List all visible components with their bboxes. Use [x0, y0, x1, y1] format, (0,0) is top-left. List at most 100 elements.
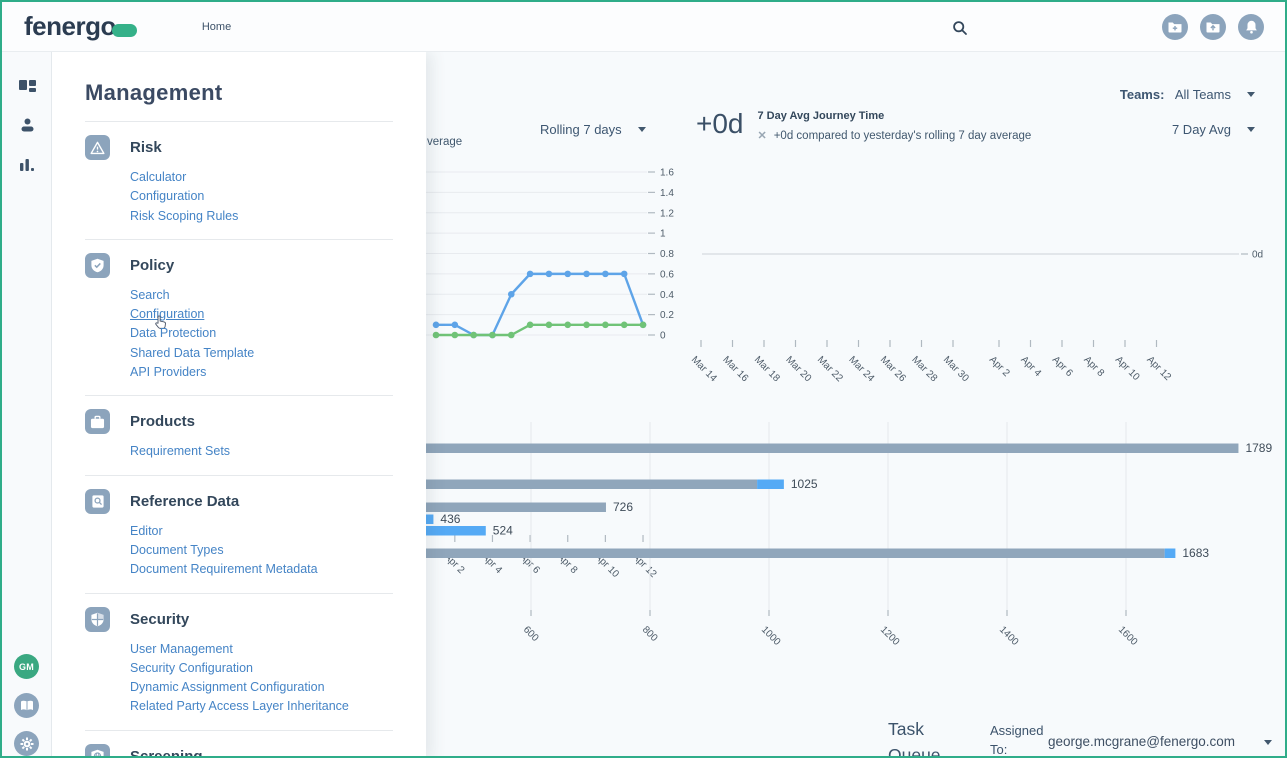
section-title: Reference Data	[130, 492, 240, 510]
assigned-to-label: Assigned To:	[990, 723, 1044, 757]
svg-text:600: 600	[521, 624, 541, 644]
avg-mode-dropdown[interactable]: 7 Day Avg	[1172, 121, 1255, 139]
chevron-down-icon	[637, 127, 646, 133]
svg-text:524: 524	[493, 524, 513, 538]
task-queue-title: Task Queue	[888, 719, 941, 758]
avatar[interactable]: GM	[14, 654, 39, 679]
panel-link-related-party-access-layer-inheritance[interactable]: Related Party Access Layer Inheritance	[130, 699, 349, 714]
teams-dropdown[interactable]: Teams: All Teams	[1120, 86, 1255, 104]
panel-link-document-requirement-metadata[interactable]: Document Requirement Metadata	[130, 562, 318, 577]
fenergo-logo[interactable]: fenergo	[24, 11, 137, 42]
panel-link-calculator[interactable]: Calculator	[130, 170, 187, 184]
svg-text:726: 726	[613, 500, 633, 514]
section-title: Products	[130, 413, 196, 431]
svg-text:1600: 1600	[1116, 624, 1140, 648]
kpi-value: +0d	[696, 108, 744, 139]
folder-add-icon[interactable]	[1162, 14, 1188, 40]
teams-value: All Teams	[1174, 87, 1231, 102]
svg-text:1683: 1683	[1182, 546, 1209, 560]
assignee-dropdown[interactable]: george.mcgrane@fenergo.com	[1048, 733, 1235, 751]
left-rail: GM	[2, 52, 52, 756]
panel-link-data-protection[interactable]: Data Protection	[130, 326, 217, 341]
svg-text:1400: 1400	[997, 624, 1021, 648]
rolling-range-dropdown[interactable]: Rolling 7 days	[540, 121, 646, 139]
user-icon[interactable]	[19, 117, 36, 139]
dashboard-grid-icon[interactable]	[19, 80, 36, 102]
panel-link-configuration[interactable]: Configuration	[130, 189, 205, 204]
svg-text:0: 0	[660, 331, 666, 342]
panel-section-risk: Risk Calculator Configuration Risk Scoping …	[52, 122, 426, 240]
panel-link-search[interactable]: Search	[130, 287, 170, 302]
shield-check-icon	[85, 252, 110, 278]
chevron-down-icon[interactable]	[1264, 740, 1272, 745]
svg-text:436: 436	[440, 512, 460, 526]
panel-link-configuration[interactable]: Configuration	[130, 305, 393, 330]
bar-chart-icon[interactable]	[19, 157, 36, 179]
occluded-text-fragment: verage	[427, 136, 463, 148]
panel-link-document-types[interactable]: Document Types	[130, 542, 224, 557]
chevron-down-icon	[1247, 92, 1255, 98]
panel-title: Management	[85, 80, 223, 105]
svg-text:Apr 4: Apr 4	[1018, 354, 1043, 379]
kpi-title: 7 Day Avg Journey Time	[757, 110, 885, 122]
warning-triangle-icon	[85, 135, 110, 160]
svg-text:1789: 1789	[1245, 441, 1272, 455]
shield-globe-icon	[85, 743, 110, 756]
svg-text:1025: 1025	[791, 477, 818, 491]
search-icon[interactable]	[952, 20, 968, 41]
chevron-down-icon	[1247, 127, 1255, 133]
svg-text:Apr 10: Apr 10	[1113, 354, 1142, 383]
section-title: Risk	[130, 139, 162, 156]
svg-text:0.8: 0.8	[660, 249, 674, 260]
panel-link-editor[interactable]: Editor	[130, 523, 163, 538]
hand-cursor-icon	[152, 314, 169, 337]
svg-text:Mar 26: Mar 26	[878, 354, 908, 384]
assignee-email: george.mcgrane@fenergo.com	[1048, 734, 1236, 749]
task-queue-bar-chart: 600 800 1000 1200 1400 1600 1789 1025 726 436 524 1…	[382, 422, 1272, 648]
gear-icon[interactable]	[14, 731, 39, 756]
folder-upload-icon[interactable]	[1200, 14, 1226, 40]
svg-text:1000: 1000	[759, 624, 783, 648]
svg-text:0.6: 0.6	[660, 269, 674, 280]
kpi-subtitle: +0d compared to yesterday's rolling 7 da…	[773, 130, 1032, 142]
panel-link-api-providers[interactable]: API Providers	[130, 365, 207, 380]
svg-text:Apr 8: Apr 8	[1081, 354, 1106, 379]
section-title: Screening	[130, 747, 203, 758]
panel-link-shared-data-template[interactable]: Shared Data Template	[130, 345, 255, 360]
svg-text:0.4: 0.4	[660, 290, 674, 301]
kpi-journey-time: +0d 7 Day Avg Journey Time ✕ +0d compared…	[696, 108, 1031, 144]
book-icon[interactable]	[14, 693, 39, 718]
close-icon[interactable]: ✕	[757, 130, 767, 142]
panel-section-screening: ScreeningProvider ConfigurationScreening…	[52, 731, 426, 758]
svg-text:Mar 22: Mar 22	[815, 354, 845, 384]
nav-home[interactable]: Home	[201, 20, 232, 33]
rolling-range-label: Rolling 7 days	[540, 122, 622, 137]
panel-link-requirement-sets[interactable]: Requirement Sets	[130, 444, 231, 459]
svg-text:0d: 0d	[1252, 250, 1263, 261]
svg-text:Mar 14: Mar 14	[689, 354, 719, 384]
teams-label: Teams:	[1119, 87, 1165, 102]
svg-text:1200: 1200	[878, 624, 902, 648]
management-panel: Management Risk Calculator Configuration Ri…	[52, 52, 426, 758]
panel-link-security-configuration[interactable]: Security Configuration	[130, 660, 253, 675]
briefcase-icon	[85, 409, 110, 435]
clipboard-search-icon	[85, 488, 110, 514]
bell-icon[interactable]	[1238, 14, 1264, 40]
svg-text:1.4: 1.4	[660, 188, 674, 199]
svg-text:Mar 28: Mar 28	[909, 354, 939, 384]
panel-link-risk-scoping-rules[interactable]: Risk Scoping Rules	[130, 208, 239, 223]
panel-link-user-management[interactable]: User Management	[130, 641, 233, 656]
svg-text:Mar 16: Mar 16	[720, 354, 750, 384]
svg-text:1.6: 1.6	[660, 168, 674, 179]
svg-text:Apr 6: Apr 6	[1050, 354, 1075, 379]
panel-section-reference-data: Reference Data Editor Document Types Docume…	[52, 476, 426, 594]
divider	[85, 121, 393, 122]
svg-text:Apr 12: Apr 12	[1144, 354, 1173, 383]
panel-section-policy: Policy Search Configuration Data Protection…	[52, 240, 426, 397]
panel-link-dynamic-assignment-configuration[interactable]: Dynamic Assignment Configuration	[130, 680, 325, 695]
svg-text:1: 1	[660, 229, 666, 240]
svg-text:Mar 24: Mar 24	[846, 354, 876, 384]
logo-text: fenergo	[24, 11, 116, 41]
